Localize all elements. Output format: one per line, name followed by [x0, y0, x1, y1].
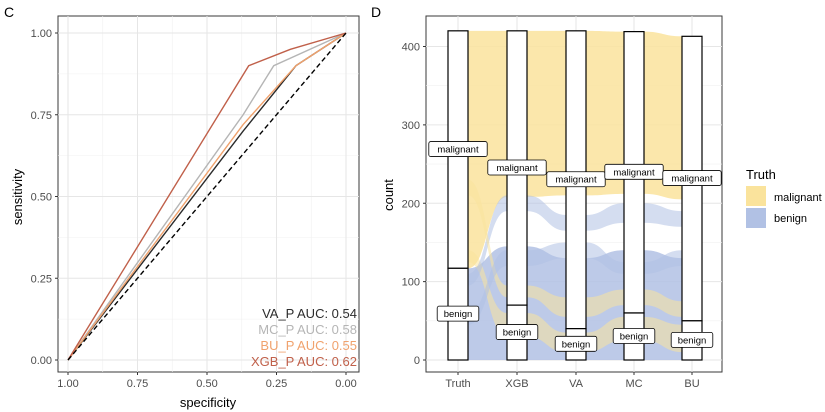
panel-c-x-tick-label: 0.00 — [335, 378, 356, 390]
panel-d-y-tick-label: 200 — [402, 198, 420, 210]
panel-c-y-axis-label: sensitivity — [10, 168, 25, 225]
stratum-label-benign-box — [612, 328, 656, 344]
panel-d-x-tick-label: Truth — [445, 378, 470, 390]
legend-swatch-benign — [746, 208, 766, 228]
stratum-label-malignant: malignant — [613, 167, 655, 178]
stratum-label-benign-box — [495, 324, 539, 340]
auc-annotation: XGB_P AUC: 0.62 — [251, 354, 357, 369]
panel-d-x-tick-label: XGB — [505, 378, 528, 390]
legend-label-benign: benign — [774, 213, 807, 225]
auc-annotation: VA_P AUC: 0.54 — [262, 306, 357, 321]
stratum-label-malignant: malignant — [555, 175, 597, 186]
stratum-label-malignant-box — [428, 141, 488, 157]
stratum-label-malignant: malignant — [671, 174, 713, 185]
legend-title: Truth — [746, 167, 776, 182]
panel-c-y-tick-label: 0.50 — [31, 192, 52, 204]
stratum-label-benign: benign — [678, 335, 707, 346]
stratum-label-malignant-box — [487, 159, 547, 176]
stratum-label-malignant-box — [662, 170, 722, 186]
auc-annotation: BU_P AUC: 0.55 — [260, 338, 357, 353]
panel-d-x-tick-label: BU — [684, 378, 699, 390]
panel-d-y-tick-label: 400 — [402, 42, 420, 54]
auc-annotation: MC_P AUC: 0.58 — [258, 322, 357, 337]
panel-c-y-tick-label: 0.75 — [31, 110, 52, 122]
legend: Truth malignant benign — [746, 167, 822, 228]
panel-d-y-tick-label: 100 — [402, 277, 420, 289]
stratum-label-benign-box — [554, 335, 598, 352]
panel-c-x-tick-label: 1.00 — [57, 378, 78, 390]
legend-swatch-malignant — [746, 186, 766, 206]
panel-c-ticks: 1.00 0.75 0.50 0.25 0.00 0.00 0.25 0.50 0.75 1.00 — [31, 28, 357, 390]
panel-c-y-tick-label: 1.00 — [31, 28, 52, 40]
panel-d-y-tick-label: 0 — [414, 355, 420, 367]
legend-label-malignant: malignant — [774, 192, 822, 204]
stratum-label-benign-box — [670, 332, 714, 348]
panel-c-y-tick-label: 0.25 — [31, 273, 52, 285]
roc-curve-1 — [67, 32, 347, 361]
panel-c-x-tick-label: 0.75 — [127, 378, 148, 390]
stratum-label-malignant: malignant — [496, 163, 538, 174]
panel-d-ticks: 0 100 200 300 400 Truth XGB VA MC BU — [402, 42, 700, 391]
panel-c-x-axis-label: specificity — [180, 395, 237, 410]
stratum-label-benign: benign — [503, 328, 532, 339]
flow-crossing-2 — [468, 179, 702, 317]
panel-c-y-tick-label: 0.00 — [31, 355, 52, 367]
panel-d-x-tick-label: MC — [625, 378, 642, 390]
panel-c-x-tick-label: 0.50 — [196, 378, 217, 390]
panel-c-label: C — [4, 4, 14, 20]
panel-d-label: D — [371, 4, 381, 20]
stratum-label-benign-box — [436, 305, 480, 322]
stratum-label-benign: benign — [562, 339, 591, 350]
panel-c-roc-curves — [67, 32, 347, 361]
stratum-label-malignant: malignant — [437, 145, 479, 156]
panel-d-x-tick-label: VA — [569, 378, 584, 390]
roc-curve-3 — [67, 32, 347, 361]
roc-curve-2 — [67, 32, 347, 361]
stratum-label-benign: benign — [620, 331, 649, 342]
panel-d-y-axis-label: count — [381, 179, 396, 211]
stratum-label-benign: benign — [444, 309, 473, 320]
panel-d-stratum-labels: malignant benign malignant benign malignant b… — [428, 141, 722, 352]
panel-d-y-tick-label: 300 — [402, 120, 420, 132]
panel-c-x-tick-label: 0.25 — [266, 378, 287, 390]
